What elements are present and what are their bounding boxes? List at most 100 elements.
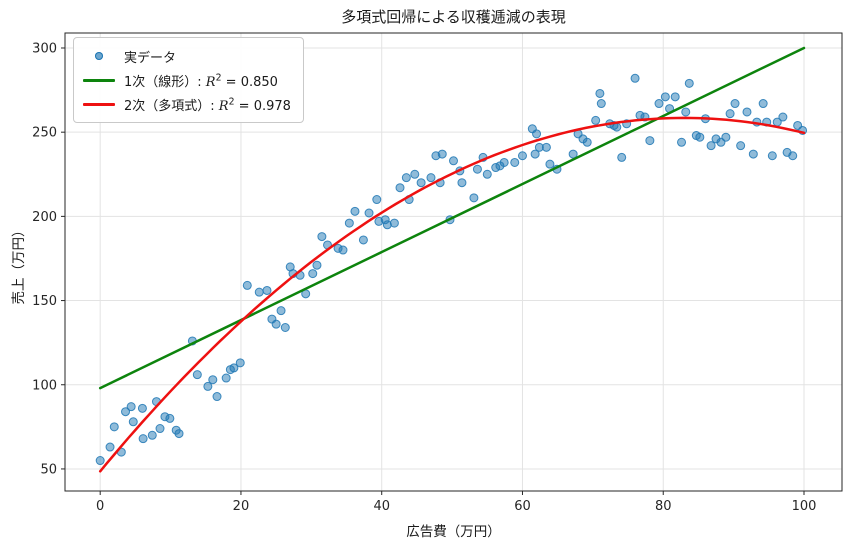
scatter-point xyxy=(730,99,740,109)
legend-item-quadratic: 2次（多項式）: R2 = 0.978 xyxy=(82,92,291,116)
scatter-point xyxy=(121,407,131,417)
scatter-point xyxy=(221,373,231,383)
scatter-point xyxy=(645,136,655,146)
scatter-point xyxy=(758,99,768,109)
scatter-point xyxy=(410,169,420,179)
scatter-point xyxy=(271,319,281,329)
scatter-point xyxy=(395,183,405,193)
x-tick-label: 40 xyxy=(373,499,390,514)
scatter-point xyxy=(582,137,592,147)
scatter-point xyxy=(208,375,218,385)
scatter-point xyxy=(545,159,555,169)
scatter-point xyxy=(510,157,520,167)
scatter-point xyxy=(312,260,322,270)
scatter-point xyxy=(192,370,202,380)
scatter-point xyxy=(695,132,705,142)
scatter-point xyxy=(499,157,509,167)
scatter-point xyxy=(736,141,746,151)
scatter-point xyxy=(721,132,731,142)
scatter-point xyxy=(437,149,447,159)
scatter-point xyxy=(155,424,165,434)
scatter-point xyxy=(517,151,527,161)
scatter-point xyxy=(612,122,622,132)
legend-label-data: 実データ xyxy=(124,50,177,66)
scatter-point xyxy=(670,92,680,102)
scatter-point xyxy=(280,323,290,333)
scatter-point xyxy=(95,456,105,466)
scatter-point xyxy=(165,413,175,423)
scatter-point xyxy=(530,149,540,159)
scatter-point xyxy=(401,173,411,183)
scatter-point xyxy=(364,208,374,218)
scatter-point xyxy=(482,169,492,179)
scatter-point xyxy=(767,151,777,161)
scatter-point xyxy=(174,429,184,439)
scatter-point xyxy=(109,422,119,432)
scatter-point xyxy=(147,430,157,440)
scatter-point xyxy=(725,109,735,119)
y-tick-label: 50 xyxy=(40,462,57,477)
y-tick-label: 100 xyxy=(32,378,57,393)
y-tick-label: 300 xyxy=(32,41,57,56)
scatter-point xyxy=(358,235,368,245)
scatter-point xyxy=(254,287,264,297)
scatter-point xyxy=(630,73,640,83)
scatter-point xyxy=(469,193,479,203)
scatter-point xyxy=(742,107,752,117)
scatter-point xyxy=(748,149,758,159)
y-axis-label: 売上（万円） xyxy=(11,223,27,305)
scatter-point xyxy=(449,156,458,166)
scatter-point xyxy=(128,417,138,427)
x-tick-label: 0 xyxy=(96,499,104,514)
scatter-point xyxy=(235,358,245,368)
line-marker-icon xyxy=(82,78,116,82)
scatter-point xyxy=(262,285,272,295)
x-tick-label: 100 xyxy=(792,499,817,514)
scatter-point xyxy=(137,403,147,413)
scatter-point xyxy=(416,178,426,188)
legend-item-linear: 1次（線形）: R2 = 0.850 xyxy=(82,68,291,92)
scatter-point xyxy=(788,151,798,161)
scatter-point xyxy=(681,107,691,117)
scatter-point xyxy=(389,218,399,228)
y-tick-label: 250 xyxy=(32,126,57,141)
legend-label-linear: 1次（線形）: R2 = 0.850 xyxy=(124,72,278,90)
legend: 実データ 1次（線形）: R2 = 0.850 2次（多項式）: R2 = 0.… xyxy=(73,37,304,123)
scatter-point xyxy=(276,306,286,316)
scatter-point xyxy=(372,195,382,205)
scatter-point xyxy=(677,137,687,147)
legend-item-data: 実データ xyxy=(82,44,291,68)
scatter-point xyxy=(317,232,327,242)
chart-title: 多項式回帰による収穫逓減の表現 xyxy=(341,8,566,26)
scatter-point xyxy=(426,173,436,183)
scatter-point xyxy=(472,164,482,174)
scatter-point xyxy=(617,152,627,162)
quadratic-fit-curve xyxy=(98,116,806,473)
scatter-point xyxy=(308,269,318,279)
scatter-point xyxy=(212,392,222,402)
scatter-point xyxy=(778,112,788,122)
scatter-point xyxy=(541,142,551,152)
scatter-point xyxy=(595,88,605,98)
x-axis-label: 広告費（万円） xyxy=(406,524,501,540)
scatter-point xyxy=(242,280,252,290)
scatter-point xyxy=(350,206,360,216)
scatter-point xyxy=(229,363,239,373)
scatter-point xyxy=(591,115,601,125)
scatter-point xyxy=(203,381,213,391)
scatter-point xyxy=(138,434,148,444)
scatter-point xyxy=(660,92,670,102)
scatter-point xyxy=(126,402,136,412)
scatter-point xyxy=(344,218,354,228)
y-tick-label: 200 xyxy=(32,210,57,225)
scatter-point xyxy=(596,99,606,109)
x-tick-label: 80 xyxy=(655,499,672,514)
x-tick-label: 60 xyxy=(514,499,531,514)
scatter-point xyxy=(105,442,115,452)
scatter-point xyxy=(706,141,716,151)
legend-label-quadratic: 2次（多項式）: R2 = 0.978 xyxy=(124,96,291,114)
scatter-point xyxy=(684,78,694,88)
scatter-point xyxy=(654,99,664,109)
